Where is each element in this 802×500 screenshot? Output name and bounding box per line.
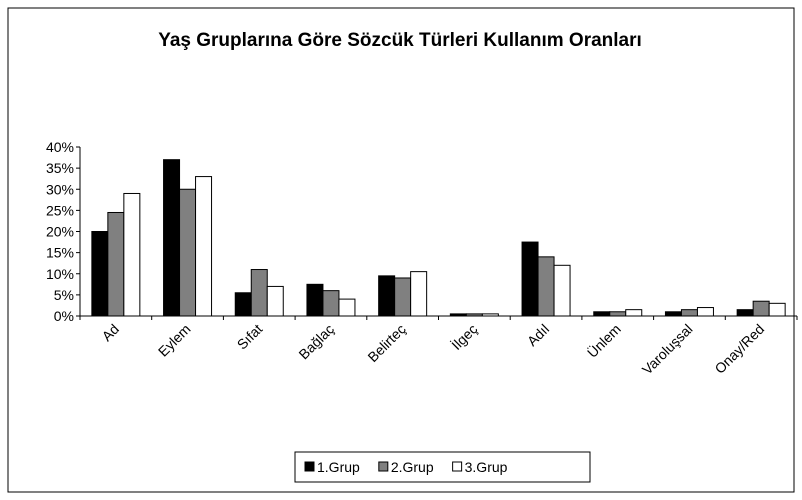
y-tick-label: 40% [46,139,74,155]
y-tick-label: 25% [46,202,74,218]
y-tick-label: 15% [46,245,74,261]
bar [593,311,611,317]
bar [123,192,141,317]
bar [179,188,197,317]
bar [449,313,467,317]
bar [736,309,754,317]
bar [107,211,125,317]
bar [195,176,213,317]
bar [752,300,770,317]
legend-label: 1.Grup [317,459,360,475]
bar [306,283,324,317]
legend-swatch [378,461,389,472]
bar [553,264,571,317]
bar [266,285,284,317]
y-tick-label: 10% [46,266,74,282]
legend-label: 3.Grup [465,459,508,475]
legend-swatch [304,461,315,472]
bar [163,159,181,317]
bar [680,309,698,317]
bar [664,311,682,317]
bar [465,313,483,317]
y-tick-label: 5% [54,287,74,303]
bar [768,302,786,317]
bar [394,277,412,317]
y-tick-label: 20% [46,224,74,240]
chart-title: Yaş Gruplarına Göre Sözcük Türleri Kulla… [158,30,642,51]
bar [410,271,428,317]
bar [481,313,499,317]
bar [537,256,555,317]
legend-swatch [452,461,463,472]
y-tick-label: 30% [46,181,74,197]
bar [609,311,627,317]
bar [696,307,714,317]
legend-frame [294,451,591,483]
bar [322,290,340,317]
bar [625,309,643,317]
legend: 1.Grup 2.Grup 3.Grup [294,451,591,483]
legend-label: 2.Grup [391,459,434,475]
bar [338,298,356,317]
y-tick-label: 35% [46,160,74,176]
bar [250,269,268,317]
bar [234,292,252,317]
y-tick-label: 0% [54,308,74,324]
bar [91,231,109,317]
bar [521,241,539,317]
bar [378,275,396,317]
